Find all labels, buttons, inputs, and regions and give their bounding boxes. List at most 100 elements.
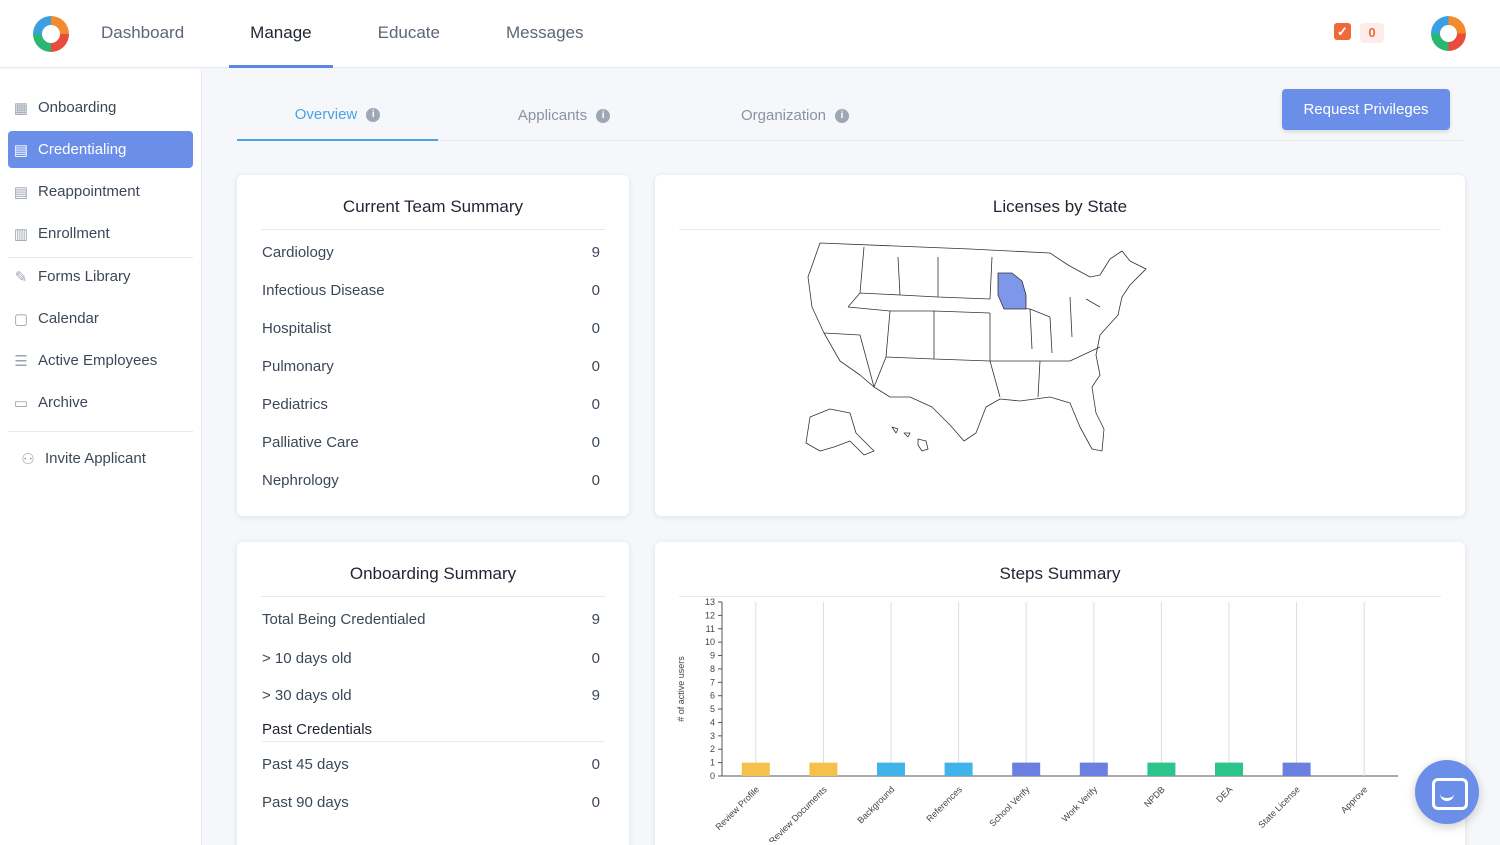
row-label: Past 45 days <box>262 756 349 773</box>
sidebar-item-calendar[interactable]: ▢ Calendar <box>8 300 193 337</box>
info-icon[interactable]: i <box>835 108 850 123</box>
x-tick-label: State License <box>1256 784 1302 830</box>
row-label: > 10 days old <box>262 650 352 667</box>
x-tick-label: References <box>924 784 964 824</box>
table-row[interactable]: Pulmonary 0 <box>262 358 600 375</box>
row-value: 0 <box>591 434 600 451</box>
licenses-by-state-card: Licenses by State <box>655 175 1465 516</box>
card-title: Current Team Summary <box>261 197 605 230</box>
table-row[interactable]: Hospitalist 0 <box>262 320 600 337</box>
sidebar-item-forms-library[interactable]: ✎ Forms Library <box>8 258 193 295</box>
table-row[interactable]: > 10 days old 0 <box>262 650 600 667</box>
x-tick-label: Background <box>855 784 896 825</box>
chat-launcher-button[interactable] <box>1415 760 1479 824</box>
subtab-label: Overview <box>294 106 358 123</box>
app-logo[interactable] <box>33 16 69 52</box>
row-label: Total Being Credentialed <box>262 611 426 628</box>
y-tick-label: 0 <box>710 771 715 781</box>
tab-educate[interactable]: Educate <box>377 23 440 42</box>
team-summary-card: Current Team Summary Cardiology 9 Infecti… <box>237 175 629 516</box>
request-privileges-button[interactable]: Request Privileges <box>1282 89 1450 130</box>
onboarding-summary-card: Onboarding Summary Total Being Credentia… <box>237 542 629 845</box>
x-tick-label: DEA <box>1214 784 1234 804</box>
subtabs-bar: Overview i Applicants i Organization i <box>237 90 1465 141</box>
task-count-badge[interactable]: 0 <box>1360 23 1384 43</box>
y-tick-label: 11 <box>706 624 715 634</box>
card-title: Licenses by State <box>679 197 1441 230</box>
y-tick-label: 4 <box>710 717 715 727</box>
bar-dea <box>1215 762 1243 776</box>
sidebar-item-credentialing[interactable]: ▤ Credentialing <box>8 131 193 168</box>
y-tick-label: 8 <box>710 664 715 674</box>
table-row[interactable]: Pediatrics 0 <box>262 396 600 413</box>
sidebar: ▦ Onboarding ▤ Credentialing ▤ Reappoint… <box>0 69 202 845</box>
sidebar-item-enrollment[interactable]: ▥ Enrollment <box>8 215 193 252</box>
row-label: Infectious Disease <box>262 282 385 299</box>
sidebar-item-label: Forms Library <box>38 268 131 285</box>
table-row[interactable]: Cardiology 9 <box>262 244 600 261</box>
steps-summary-card: Steps Summary 0 1 2 3 4 5 6 7 8 9 10 11 12 13 # of act… <box>655 542 1465 845</box>
tab-dashboard[interactable]: Dashboard <box>101 23 185 42</box>
info-icon[interactable]: i <box>596 108 611 123</box>
subtab-applicants[interactable]: Applicants i <box>481 90 647 141</box>
top-navigation-bar: Dashboard Manage Educate Messages ✓ 0 <box>0 0 1500 68</box>
bar-review-documents <box>809 762 838 776</box>
y-tick-label: 9 <box>710 651 715 661</box>
y-tick-label: 13 <box>705 597 715 607</box>
row-label: Nephrology <box>262 472 339 489</box>
info-icon[interactable]: i <box>366 107 381 122</box>
sidebar-item-archive[interactable]: ▭ Archive <box>8 384 193 421</box>
user-plus-icon: ⚇ <box>21 450 35 468</box>
y-tick-label: 7 <box>710 677 715 687</box>
row-value: 9 <box>591 611 600 628</box>
hospital-icon: ▥ <box>13 225 29 243</box>
row-value: 0 <box>591 756 600 773</box>
us-outline <box>807 242 1147 452</box>
x-tick-label: Review Documents <box>767 784 829 842</box>
row-label: Past 90 days <box>262 794 349 811</box>
table-row[interactable]: Infectious Disease 0 <box>262 282 600 299</box>
sidebar-item-label: Onboarding <box>38 99 117 116</box>
y-tick-label: 6 <box>710 691 715 701</box>
tab-messages[interactable]: Messages <box>506 23 584 42</box>
row-label: Pulmonary <box>262 358 334 375</box>
sidebar-item-label: Active Employees <box>38 352 158 369</box>
us-states-map[interactable] <box>800 237 1160 467</box>
hawaii-state <box>891 426 929 452</box>
state-borders <box>823 246 1101 398</box>
bar-review-profile <box>741 762 770 776</box>
x-tick-label: NPDB <box>1142 784 1167 809</box>
row-label: > 30 days old <box>262 687 352 704</box>
table-row[interactable]: Nephrology 0 <box>262 472 600 489</box>
sidebar-item-label: Enrollment <box>38 225 110 242</box>
calendar-icon: ▢ <box>13 310 29 328</box>
table-row[interactable]: > 30 days old 9 <box>262 687 600 704</box>
subtab-organization[interactable]: Organization i <box>705 90 885 141</box>
y-tick-label: 3 <box>710 731 715 741</box>
row-value: 9 <box>591 244 600 261</box>
past-credentials-heading: Past Credentials <box>262 721 604 742</box>
table-row[interactable]: Past 45 days 0 <box>262 756 600 773</box>
x-tick-label: Work Verify <box>1060 784 1100 824</box>
bar-school-verify <box>1012 762 1041 776</box>
tab-manage[interactable]: Manage <box>217 0 344 68</box>
table-row[interactable]: Palliative Care 0 <box>262 434 600 451</box>
user-avatar[interactable] <box>1431 16 1466 51</box>
edit-form-icon: ✎ <box>14 268 28 286</box>
subtab-overview[interactable]: Overview i <box>237 90 438 141</box>
table-row[interactable]: Past 90 days 0 <box>262 794 600 811</box>
sidebar-item-invite-applicant[interactable]: ⚇ Invite Applicant <box>8 440 193 477</box>
sidebar-item-label: Reappointment <box>38 183 140 200</box>
table-row[interactable]: Total Being Credentialed 9 <box>262 611 600 628</box>
tasks-checkbox-icon[interactable]: ✓ <box>1334 23 1351 40</box>
bar-background <box>877 762 905 776</box>
row-value: 0 <box>591 320 600 337</box>
row-label: Cardiology <box>262 244 334 261</box>
sidebar-item-label: Invite Applicant <box>45 450 146 467</box>
sidebar-item-onboarding[interactable]: ▦ Onboarding <box>8 89 193 126</box>
sidebar-item-reappointment[interactable]: ▤ Reappointment <box>8 173 193 210</box>
row-value: 0 <box>591 650 600 667</box>
sidebar-item-label: Calendar <box>38 310 99 327</box>
sidebar-item-active-employees[interactable]: ☰ Active Employees <box>8 342 193 379</box>
